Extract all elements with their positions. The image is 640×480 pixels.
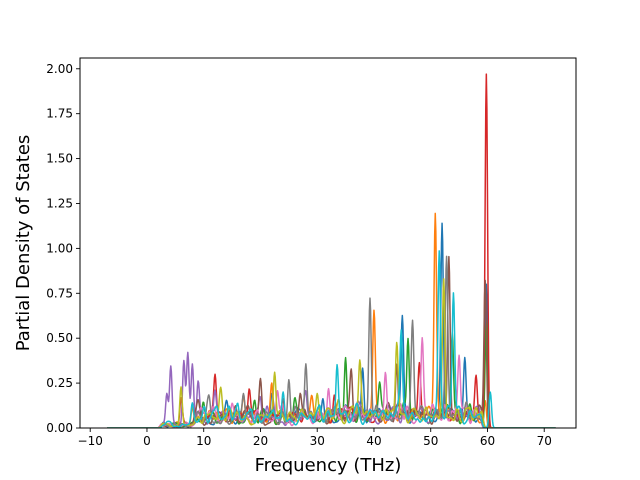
pdos-series-9 xyxy=(107,250,556,428)
x-tick-label: 70 xyxy=(537,434,552,448)
series-layer xyxy=(107,73,556,428)
x-axis: −10 0 10 20 30 40 50 60 70 xyxy=(78,428,552,448)
x-tick-label: 60 xyxy=(480,434,495,448)
y-axis: 0.00 0.25 0.50 0.75 1.00 1.25 1.50 1.75 2.00 xyxy=(46,62,80,435)
y-tick-label: 1.50 xyxy=(46,152,73,166)
x-tick-label: 50 xyxy=(423,434,438,448)
y-tick-label: 0.50 xyxy=(46,331,73,345)
y-tick-label: 1.75 xyxy=(46,107,73,121)
x-tick-label: −10 xyxy=(78,434,103,448)
x-axis-label: Frequency (THz) xyxy=(255,455,402,476)
x-tick-label: 30 xyxy=(310,434,325,448)
x-tick-label: 0 xyxy=(143,434,151,448)
y-tick-label: 1.25 xyxy=(46,196,73,210)
x-tick-label: 40 xyxy=(366,434,381,448)
y-axis-label: Partial Density of States xyxy=(13,135,34,352)
x-tick-label: 20 xyxy=(253,434,268,448)
x-tick-label: 10 xyxy=(196,434,211,448)
y-tick-label: 0.75 xyxy=(46,286,73,300)
y-tick-label: 0.25 xyxy=(46,376,73,390)
plot-frame xyxy=(79,57,577,429)
y-tick-label: 1.00 xyxy=(46,241,73,255)
y-tick-label: 2.00 xyxy=(46,62,73,76)
y-tick-label: 0.00 xyxy=(46,421,73,435)
